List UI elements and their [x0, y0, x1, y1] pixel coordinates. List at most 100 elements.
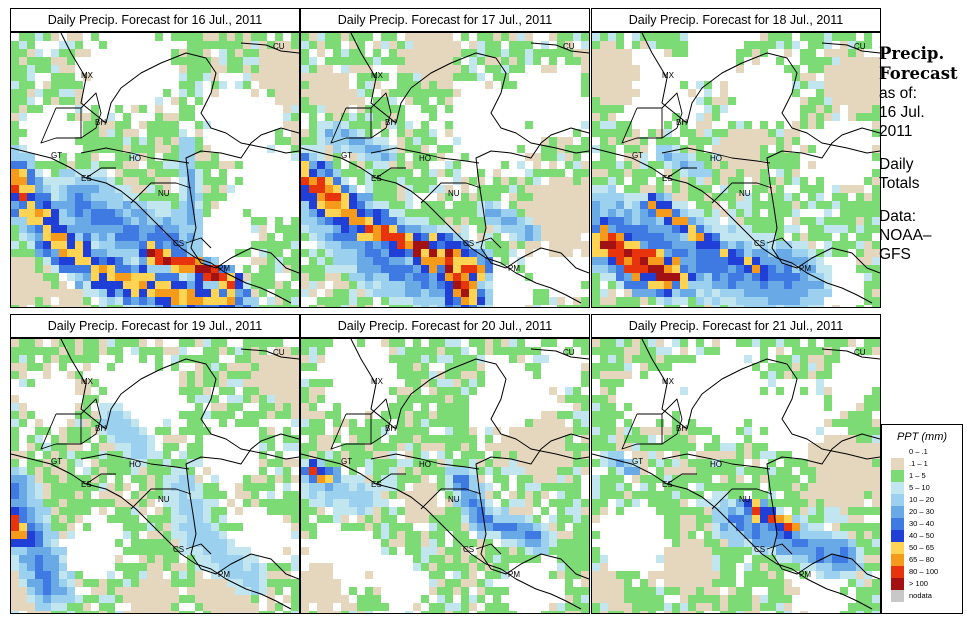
country-border — [661, 453, 771, 470]
precip-grid: MX BH GT HO ES NU CS PM CU — [592, 33, 880, 307]
coastline — [11, 147, 292, 304]
legend-item: 30 – 40 — [891, 518, 962, 530]
legend-label: 30 – 40 — [909, 519, 935, 528]
coastline — [350, 339, 589, 460]
precip-map[interactable]: MX BH GT HO ES NU CS PM CU — [300, 32, 590, 308]
country-border — [370, 147, 480, 164]
asof-label: as of: — [879, 85, 917, 102]
country-label: CS — [754, 239, 765, 248]
legend-item: 5 – 10 — [891, 482, 962, 494]
country-border — [420, 182, 482, 204]
legend-label: 50 – 65 — [909, 543, 935, 552]
country-label: MX — [81, 71, 94, 80]
country-border — [621, 413, 663, 450]
country-border — [330, 107, 372, 144]
country-label: MX — [371, 377, 384, 386]
legend-item: 1 – 5 — [891, 470, 962, 482]
coastline — [350, 33, 589, 154]
coastline — [592, 453, 873, 610]
country-label: MX — [81, 377, 94, 386]
legend-swatch — [891, 494, 904, 506]
country-border — [85, 473, 116, 485]
country-label: HO — [419, 460, 431, 469]
country-border — [40, 107, 82, 144]
legend-label: 20 – 30 — [909, 507, 935, 516]
country-label: PM — [218, 570, 230, 579]
coastline — [530, 42, 589, 54]
legend-item: nodata — [891, 590, 962, 602]
country-border — [711, 182, 773, 204]
panel-title: Daily Precip. Forecast for 17 Jul., 2011 — [300, 8, 590, 32]
country-border — [375, 473, 406, 485]
legend-swatch — [891, 542, 904, 554]
legend-swatch — [891, 578, 904, 590]
legend-label: 65 – 80 — [909, 555, 935, 564]
precip-map[interactable]: MX BH GT HO ES NU CS PM CU — [10, 338, 300, 614]
country-border — [666, 473, 697, 485]
country-label: BH — [676, 424, 687, 433]
country-label: CS — [173, 545, 184, 554]
asof-year: 2011 — [879, 123, 913, 140]
precip-grid: MX BH GT HO ES NU CS PM CU — [11, 33, 299, 307]
precip-map[interactable]: MX BH GT HO ES NU CS PM CU — [591, 338, 881, 614]
legend-swatch — [891, 590, 904, 602]
country-label: ES — [371, 480, 382, 489]
asof-date: 16 Jul. — [879, 104, 925, 121]
coastline — [592, 147, 873, 304]
country-label: BH — [385, 118, 396, 127]
coastline — [475, 433, 589, 580]
country-border — [666, 167, 697, 179]
coastline — [641, 339, 880, 460]
legend-swatch — [891, 446, 904, 458]
legend-label: .1 – 1 — [909, 459, 928, 468]
country-label: BH — [385, 424, 396, 433]
country-border — [375, 167, 406, 179]
country-label: ES — [662, 480, 673, 489]
country-label: CU — [273, 348, 285, 357]
panel-title: Daily Precip. Forecast for 18 Jul., 2011 — [591, 8, 881, 32]
country-label: ES — [371, 174, 382, 183]
precip-grid: MX BH GT HO ES NU CS PM CU — [11, 339, 299, 613]
country-border — [130, 488, 192, 510]
legend-item: 0 – .1 — [891, 446, 962, 458]
legend-label: 5 – 10 — [909, 483, 930, 492]
country-border — [185, 237, 212, 249]
country-border — [766, 543, 793, 555]
country-label: GT — [341, 457, 352, 466]
country-label: CU — [854, 42, 866, 51]
country-border — [370, 453, 480, 470]
country-label: HO — [710, 154, 722, 163]
data-source-line3: GFS — [879, 246, 911, 263]
precip-map[interactable]: MX BH GT HO ES NU CS PM CU — [591, 32, 881, 308]
coastline — [301, 453, 582, 610]
country-border — [661, 398, 683, 445]
legend-swatch — [891, 566, 904, 578]
legend-label: 40 – 50 — [909, 531, 935, 540]
legend-item: .1 – 1 — [891, 458, 962, 470]
panel-title: Daily Precip. Forecast for 20 Jul., 2011 — [300, 314, 590, 338]
sidebar-title-line1: Precip. — [879, 44, 945, 63]
country-label: CS — [754, 545, 765, 554]
legend-label: 0 – .1 — [909, 447, 928, 456]
country-label: CU — [563, 42, 575, 51]
totals-line1: Daily — [879, 156, 914, 173]
country-border — [80, 92, 102, 139]
coastline — [240, 348, 299, 360]
country-label: HO — [129, 460, 141, 469]
country-border — [711, 488, 773, 510]
legend-swatch — [891, 470, 904, 482]
legend-item: > 100 — [891, 578, 962, 590]
country-label: NU — [739, 495, 751, 504]
coastline — [821, 42, 880, 54]
country-label: MX — [371, 71, 384, 80]
country-label: HO — [419, 154, 431, 163]
country-label: CU — [854, 348, 866, 357]
precip-map[interactable]: MX BH GT HO ES NU CS PM CU — [300, 338, 590, 614]
country-label: NU — [739, 189, 751, 198]
country-label: CS — [463, 545, 474, 554]
country-label: ES — [81, 480, 92, 489]
precip-map[interactable]: MX BH GT HO ES NU CS PM CU — [10, 32, 300, 308]
precip-grid: MX BH GT HO ES NU CS PM CU — [592, 339, 880, 613]
legend-title: PPT (mm) — [896, 431, 948, 443]
sidebar-title-line2: Forecast — [879, 64, 958, 83]
